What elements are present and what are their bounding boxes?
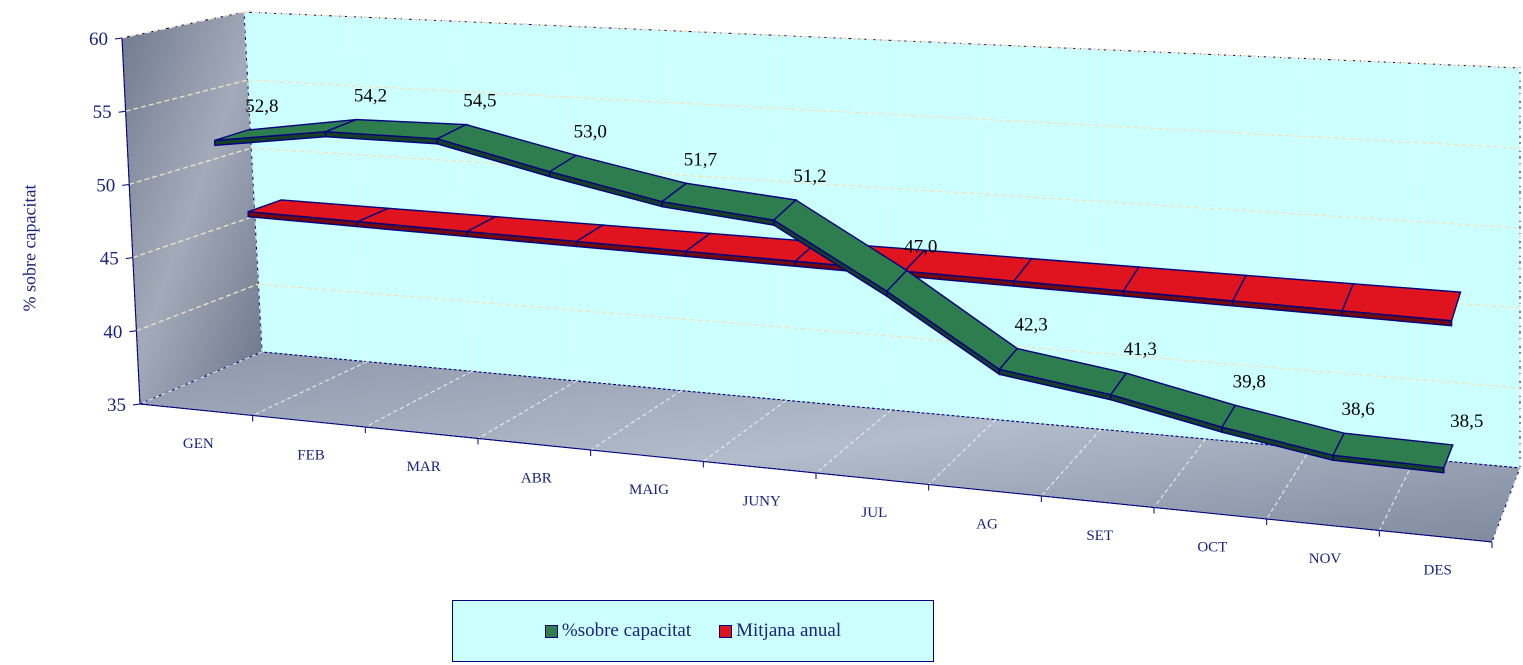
legend: %sobre capacitat Mitjana anual xyxy=(452,600,934,662)
data-label: 51,2 xyxy=(793,166,826,187)
gridline-floor xyxy=(1491,467,1521,543)
y-tick-mark xyxy=(118,110,126,113)
x-tick-label: AG xyxy=(976,516,998,532)
gridline-side xyxy=(121,11,245,39)
gridline-vertical xyxy=(1306,58,1311,449)
legend-item-series-1: %sobre capacitat xyxy=(544,620,692,642)
gridline-vertical xyxy=(243,11,263,353)
side-wall xyxy=(121,11,263,405)
data-label: 51,7 xyxy=(684,149,717,170)
y-tick-label: 35 xyxy=(107,395,126,416)
y-tick-mark xyxy=(114,37,123,40)
gridline-floor xyxy=(365,370,472,428)
data-label: 47,0 xyxy=(904,236,937,257)
y-axis-title: % sobre capacitat xyxy=(19,184,40,312)
gridline-side xyxy=(125,79,248,112)
y-tick-mark xyxy=(132,403,141,406)
y-tick-label: 50 xyxy=(96,175,115,196)
y-tick-mark xyxy=(122,183,130,186)
data-label: 38,6 xyxy=(1342,399,1375,420)
gridline-side xyxy=(132,215,256,259)
series-layer xyxy=(214,118,1462,474)
legend-label-series-1: %sobre capacitat xyxy=(561,620,692,641)
gridline-floor xyxy=(477,380,577,439)
x-tick-label: MAIG xyxy=(629,482,669,498)
series-2-segment xyxy=(1341,283,1462,322)
gridline-vertical xyxy=(1200,53,1206,440)
legend-label-series-2: Mitjana anual xyxy=(736,620,842,641)
data-label: 39,8 xyxy=(1233,371,1266,392)
gridline-side xyxy=(129,147,252,186)
x-tick-label: SET xyxy=(1086,528,1113,544)
y-tick-label: 40 xyxy=(103,322,122,343)
gridline-vertical xyxy=(349,16,368,362)
x-tick-label: MAR xyxy=(407,459,441,475)
x-tick-label: NOV xyxy=(1309,551,1342,567)
gridline-floor xyxy=(703,399,787,462)
data-label: 38,5 xyxy=(1450,411,1483,432)
gridline-floor xyxy=(928,419,997,485)
gridline-floor xyxy=(815,409,892,474)
gridline-vertical xyxy=(1413,63,1416,459)
data-label: 53,0 xyxy=(574,121,607,142)
series-2-ribbon xyxy=(247,199,1462,327)
gridline-vertical xyxy=(881,39,892,411)
y-axis-line xyxy=(121,37,141,405)
series-1-ribbon xyxy=(214,118,1454,474)
legend-swatch-series-1 xyxy=(544,624,558,638)
gridline-vertical xyxy=(562,25,577,382)
y-axis: 35 40 45 50 55 60 xyxy=(89,29,141,416)
gridline-floor xyxy=(1040,429,1102,497)
x-tick-label: OCT xyxy=(1197,539,1227,555)
x-axis: GEN FEB MAR ABR MAIG JUNY JUL AG SET OCT NOV DES xyxy=(139,403,1493,578)
legend-item-series-2: Mitjana anual xyxy=(719,620,841,642)
y-tick-label: 60 xyxy=(89,29,108,50)
legend-swatch-series-2 xyxy=(719,624,733,638)
gridline-vertical xyxy=(456,21,473,372)
data-labels: 52,8 54,2 54,5 53,0 51,7 51,2 47,0 42,3 41,3 39,8… xyxy=(245,86,1483,432)
data-label: 52,8 xyxy=(245,96,278,117)
x-tick-label: JUL xyxy=(861,505,887,521)
gridline-vertical xyxy=(1094,49,1102,430)
data-label: 54,2 xyxy=(354,86,387,107)
x-tick-label: FEB xyxy=(297,447,325,463)
y-tick-mark xyxy=(125,257,133,260)
y-tick-label: 55 xyxy=(93,102,112,123)
y-tick-label: 45 xyxy=(100,249,119,270)
x-tick-label: JUNY xyxy=(742,493,781,509)
x-tick-label: GEN xyxy=(183,436,214,452)
y-tick-mark xyxy=(129,330,137,333)
gridline-floor xyxy=(139,351,263,405)
series-1-segment xyxy=(1331,432,1454,469)
data-label: 42,3 xyxy=(1015,315,1048,336)
data-label: 54,5 xyxy=(463,91,496,112)
data-label: 41,3 xyxy=(1124,339,1157,360)
gridline-side xyxy=(136,283,259,332)
x-tick-label: DES xyxy=(1423,562,1451,578)
gridline-floor xyxy=(252,361,368,416)
gridline-floor xyxy=(1153,438,1206,508)
x-tick-label: ABR xyxy=(521,470,552,486)
